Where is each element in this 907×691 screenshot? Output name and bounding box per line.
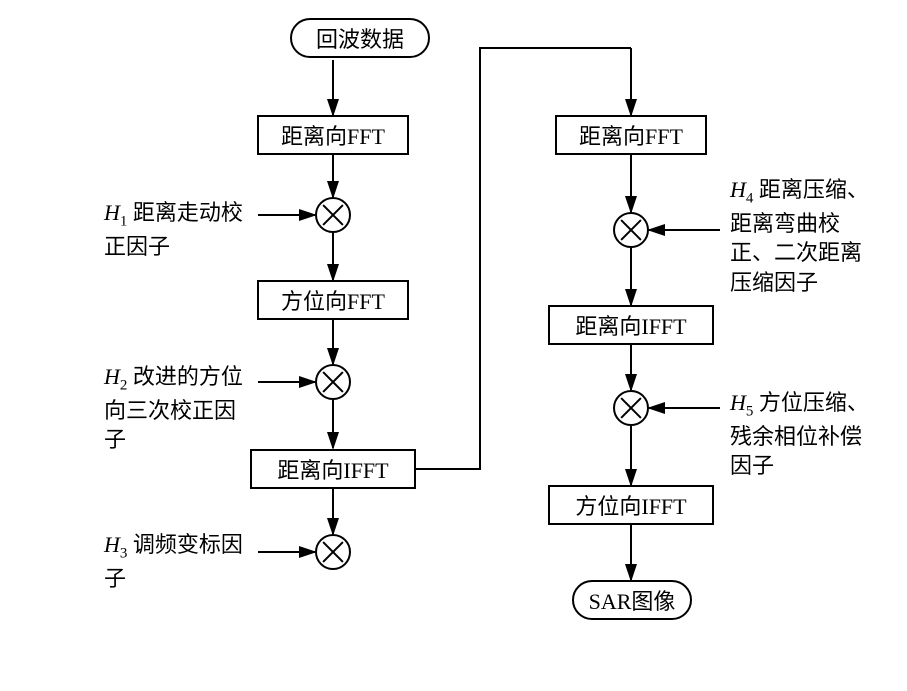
h4-multiply bbox=[613, 212, 649, 248]
h1-label: H1 距离走动校正因子 bbox=[104, 198, 243, 261]
h1-multiply bbox=[315, 197, 351, 233]
h5-label: H5 方位压缩、残余相位补偿因子 bbox=[730, 388, 869, 481]
left-fft2-node: 方位向FFT bbox=[257, 280, 409, 320]
right-ifft2-node: 方位向IFFT bbox=[548, 485, 714, 525]
h2-multiply bbox=[315, 364, 351, 400]
h4-label: H4 距离压缩、距离弯曲校正、二次距离压缩因子 bbox=[730, 175, 869, 298]
h5-multiply bbox=[613, 390, 649, 426]
h3-label: H3 调频变标因子 bbox=[104, 530, 243, 593]
start-node: 回波数据 bbox=[290, 18, 430, 58]
left-fft1-node: 距离向FFT bbox=[257, 115, 409, 155]
right-fft-node: 距离向FFT bbox=[555, 115, 707, 155]
h2-label: H2 改进的方位向三次校正因子 bbox=[104, 362, 243, 455]
right-ifft1-node: 距离向IFFT bbox=[548, 305, 714, 345]
left-ifft-node: 距离向IFFT bbox=[250, 449, 416, 489]
h3-multiply bbox=[315, 534, 351, 570]
end-node: SAR图像 bbox=[572, 580, 692, 620]
